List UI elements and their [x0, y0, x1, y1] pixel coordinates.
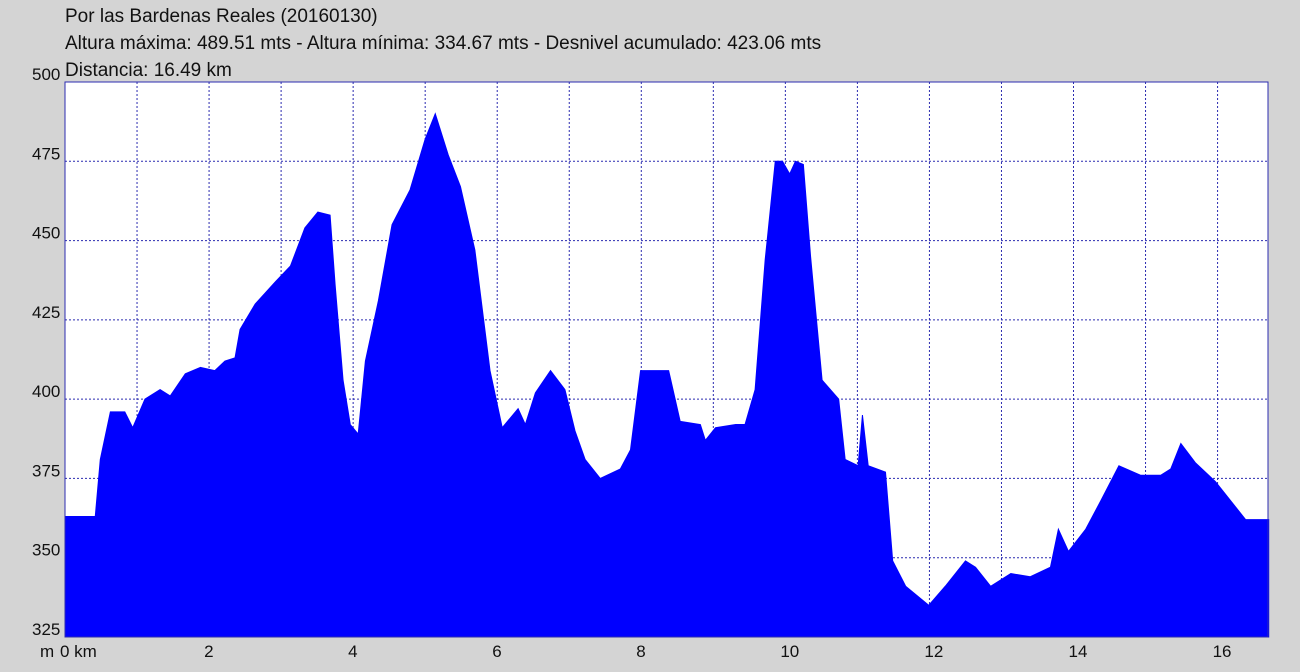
x-tick-label: 2 — [204, 642, 213, 661]
x-tick-label: 10 — [780, 642, 799, 661]
y-axis-label: m — [40, 642, 54, 661]
y-tick-label: 500 — [32, 65, 60, 84]
x-tick-label: 0 km — [60, 642, 97, 661]
x-tick-label: 12 — [924, 642, 943, 661]
y-tick-label: 400 — [32, 382, 60, 401]
plot-border — [64, 81, 1269, 638]
y-tick-label: 475 — [32, 144, 60, 163]
chart-subtitle: Altura máxima: 489.51 mts - Altura mínim… — [65, 33, 821, 54]
x-tick-label: 8 — [636, 642, 645, 661]
elevation-area — [64, 112, 1270, 638]
chart-title: Por las Bardenas Reales (20160130) — [65, 6, 378, 27]
y-tick-label: 425 — [32, 303, 60, 322]
x-tick-label: 16 — [1213, 642, 1232, 661]
y-tick-label: 325 — [32, 620, 60, 639]
x-tick-label: 6 — [492, 642, 501, 661]
chart-subtitle: Distancia: 16.49 km — [65, 60, 232, 81]
y-tick-label: 375 — [32, 461, 60, 480]
y-tick-label: 450 — [32, 224, 60, 243]
x-tick-label: 14 — [1069, 642, 1088, 661]
x-tick-label: 4 — [348, 642, 357, 661]
y-tick-label: 350 — [32, 541, 60, 560]
